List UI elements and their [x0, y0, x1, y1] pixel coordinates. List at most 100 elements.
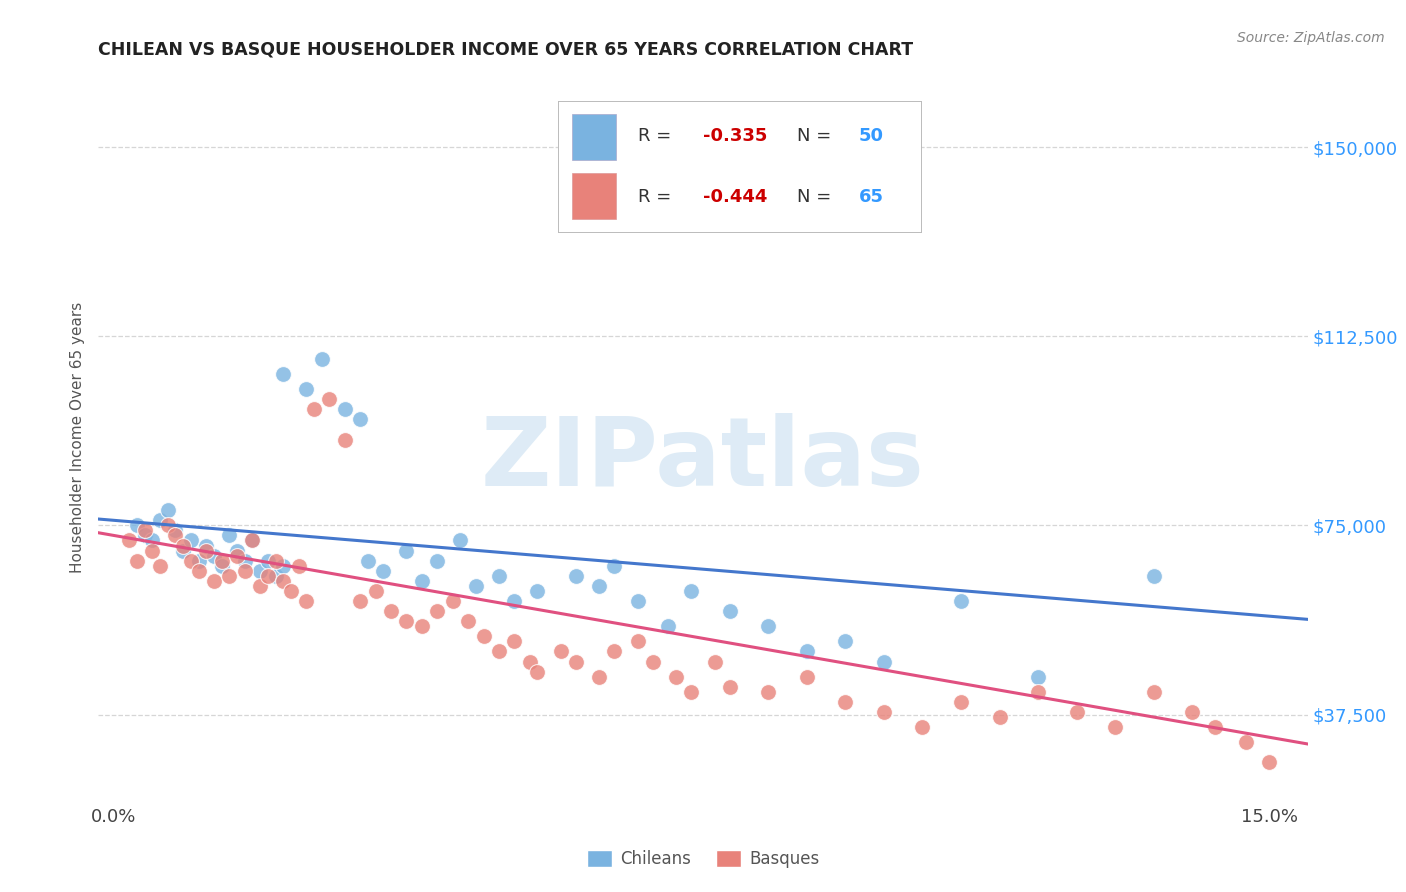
Point: [758, 685, 780, 699]
Point: [134, 524, 156, 538]
Point: [125, 554, 148, 568]
Point: [242, 533, 264, 548]
Point: [1142, 685, 1164, 699]
Point: [703, 655, 725, 669]
Point: [271, 574, 294, 588]
Point: [271, 367, 294, 381]
Point: [180, 533, 202, 548]
Point: [588, 670, 610, 684]
Point: [449, 533, 471, 548]
Text: Source: ZipAtlas.com: Source: ZipAtlas.com: [1237, 31, 1385, 45]
Point: [796, 670, 818, 684]
Point: [1204, 720, 1226, 734]
Point: [503, 594, 526, 608]
Point: [464, 579, 486, 593]
Point: [641, 655, 664, 669]
Point: [373, 564, 395, 578]
Point: [141, 543, 163, 558]
Point: [242, 533, 264, 548]
Point: [657, 619, 679, 633]
Point: [233, 564, 256, 578]
Point: [249, 564, 271, 578]
Point: [588, 579, 610, 593]
Point: [141, 533, 163, 548]
Point: [526, 665, 548, 679]
Point: [873, 655, 896, 669]
Point: [364, 583, 387, 598]
Point: [172, 539, 194, 553]
Point: [318, 392, 340, 407]
Point: [395, 614, 418, 628]
Point: [796, 644, 818, 658]
Point: [195, 539, 218, 553]
Point: [156, 503, 179, 517]
Point: [380, 604, 402, 618]
Point: [233, 554, 256, 568]
Point: [357, 554, 380, 568]
Point: [249, 579, 271, 593]
Point: [257, 569, 280, 583]
Point: [411, 619, 433, 633]
Y-axis label: Householder Income Over 65 years: Householder Income Over 65 years: [70, 301, 86, 573]
Point: [149, 558, 172, 573]
Point: [287, 558, 309, 573]
Point: [156, 518, 179, 533]
Point: [426, 604, 449, 618]
Point: [226, 549, 249, 563]
Point: [149, 513, 172, 527]
Legend: Chileans, Basques: Chileans, Basques: [579, 844, 827, 875]
Point: [565, 655, 588, 669]
Point: [257, 554, 280, 568]
Point: [218, 569, 240, 583]
Point: [988, 710, 1011, 724]
Point: [1142, 569, 1164, 583]
Point: [519, 655, 541, 669]
Point: [718, 604, 741, 618]
Point: [441, 594, 464, 608]
Point: [333, 402, 356, 417]
Point: [211, 558, 233, 573]
Point: [172, 543, 194, 558]
Point: [211, 554, 233, 568]
Point: [187, 554, 209, 568]
Point: [280, 583, 302, 598]
Point: [626, 594, 648, 608]
Point: [1181, 705, 1204, 719]
Point: [134, 528, 156, 542]
Point: [411, 574, 433, 588]
Point: [665, 670, 688, 684]
Point: [1026, 685, 1049, 699]
Point: [165, 524, 187, 538]
Point: [681, 583, 703, 598]
Point: [472, 629, 495, 643]
Point: [626, 634, 648, 648]
Point: [681, 685, 703, 699]
Point: [395, 543, 418, 558]
Point: [295, 382, 318, 396]
Point: [565, 569, 588, 583]
Point: [349, 594, 371, 608]
Point: [218, 528, 240, 542]
Text: ZIPatlas: ZIPatlas: [481, 412, 925, 506]
Point: [1104, 720, 1126, 734]
Point: [457, 614, 479, 628]
Point: [603, 644, 626, 658]
Point: [295, 594, 318, 608]
Point: [426, 554, 449, 568]
Point: [834, 695, 856, 709]
Point: [271, 558, 294, 573]
Point: [1026, 670, 1049, 684]
Point: [202, 574, 225, 588]
Point: [165, 528, 187, 542]
Point: [125, 518, 148, 533]
Point: [264, 554, 287, 568]
Point: [950, 594, 973, 608]
Point: [1234, 735, 1257, 749]
Point: [873, 705, 896, 719]
Point: [488, 569, 510, 583]
Point: [1066, 705, 1088, 719]
Point: [526, 583, 548, 598]
Point: [311, 351, 333, 366]
Point: [195, 543, 218, 558]
Point: [503, 634, 526, 648]
